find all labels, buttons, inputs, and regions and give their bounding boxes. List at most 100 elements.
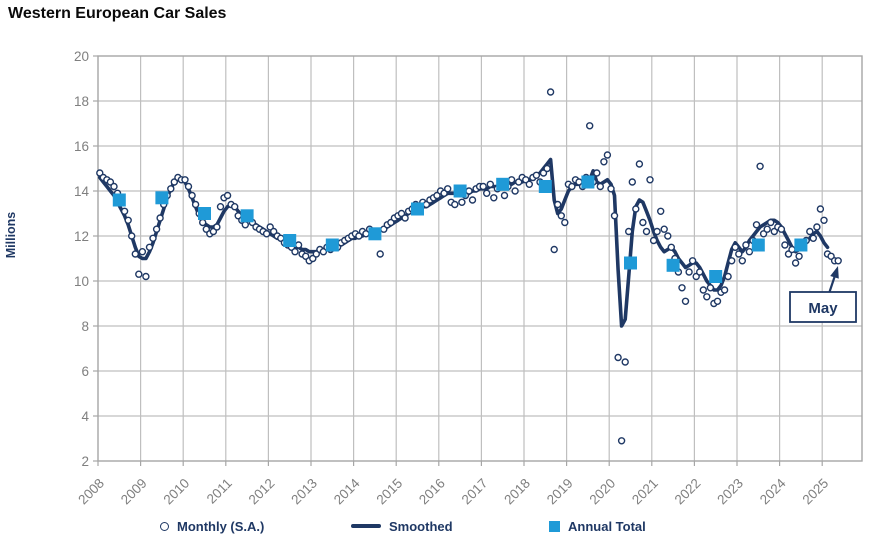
monthly-point [600, 158, 608, 166]
monthly-point [649, 236, 658, 245]
monthly-point [458, 198, 466, 207]
monthly-point [745, 247, 754, 256]
monthly-point [632, 205, 640, 213]
monthly-point [763, 225, 771, 233]
legend-label-monthly: Monthly (S.A.) [177, 518, 265, 534]
monthly-point [791, 259, 800, 267]
monthly-point [241, 221, 250, 229]
annual-total-point [198, 207, 211, 220]
monthly-point [742, 241, 750, 249]
annual-total-point [240, 209, 254, 223]
monthly-point [557, 212, 565, 220]
annual-total-point [709, 270, 723, 283]
monthly-point [110, 182, 118, 191]
monthly-point [181, 176, 189, 184]
monthly-point [667, 243, 675, 252]
x-tick-label: 2009 [118, 476, 150, 508]
monthly-point [788, 245, 796, 254]
x-tick-label: 2020 [586, 476, 618, 508]
legend-item-annual: Annual Total [549, 511, 646, 541]
monthly-point [483, 189, 491, 198]
y-axis-title: Millions [4, 212, 18, 259]
monthly-point [617, 437, 626, 445]
x-axis: 2008 2009 2010 2011 2012 2013 2014 2015 2016 2017… [75, 461, 831, 507]
monthly-point [685, 268, 693, 276]
monthly-point [610, 212, 619, 220]
monthly-point [376, 250, 384, 258]
monthly-point [646, 176, 654, 184]
monthly-point [820, 216, 828, 225]
may-annotation: May [789, 266, 857, 323]
monthly-point [816, 205, 825, 213]
monthly-point [621, 358, 629, 366]
y-tick-label: 2 [81, 454, 89, 469]
may-annotation-box [789, 291, 857, 323]
monthly-point [188, 191, 196, 200]
annual-total-point [496, 177, 510, 191]
x-tick-label: 2008 [75, 476, 107, 508]
x-tick-label: 2015 [373, 476, 405, 508]
monthly-series [96, 88, 842, 445]
monthly-point [262, 230, 271, 238]
monthly-point [156, 214, 164, 222]
monthly-point [444, 185, 452, 193]
monthly-point [756, 162, 764, 171]
annual-total-point [666, 258, 680, 272]
x-tick-label: 2014 [331, 475, 363, 507]
monthly-point [184, 182, 193, 191]
monthly-point [142, 272, 150, 281]
x-tick-label: 2018 [501, 476, 533, 508]
chart-legend: Monthly (S.A.) Smoothed Annual Total [0, 511, 870, 541]
monthly-point [145, 243, 154, 252]
monthly-point [511, 187, 519, 195]
monthly-point [752, 221, 761, 229]
monthly-point [167, 185, 175, 193]
monthly-point [728, 257, 736, 265]
y-tick-label: 8 [81, 319, 89, 334]
monthly-point [124, 216, 132, 225]
monthly-point [777, 225, 786, 233]
monthly-point [568, 182, 576, 191]
x-tick-label: 2012 [246, 476, 278, 508]
legend-label-annual: Annual Total [568, 518, 646, 534]
x-tick-label: 2010 [160, 476, 192, 508]
monthly-point [138, 247, 147, 256]
annual-total-series [112, 175, 808, 283]
monthly-point [639, 218, 647, 227]
monthly-point [681, 297, 690, 305]
monthly-point [699, 286, 707, 294]
monthly-point [120, 207, 129, 216]
x-tick-label: 2023 [714, 476, 746, 508]
monthly-point [550, 245, 558, 254]
monthly-point [706, 284, 715, 292]
square-marker-icon [549, 520, 560, 532]
monthly-point [230, 202, 239, 211]
monthly-point [465, 187, 473, 195]
chart-title: Western European Car Sales [8, 5, 227, 22]
monthly-point [713, 297, 722, 305]
monthly-point [603, 151, 612, 159]
monthly-point [660, 225, 668, 233]
y-tick-label: 16 [74, 139, 89, 154]
annual-total-point [155, 191, 169, 205]
plot-border [97, 55, 863, 462]
monthly-point [809, 234, 817, 243]
y-tick-label: 18 [74, 94, 89, 109]
annual-total-point [581, 175, 595, 189]
monthly-point [561, 218, 569, 227]
monthly-point [642, 227, 651, 236]
y-tick-label: 6 [81, 364, 89, 379]
monthly-point [468, 196, 477, 204]
annual-total-point [112, 193, 126, 207]
monthly-point [678, 284, 686, 292]
y-tick-label: 10 [74, 274, 89, 289]
annual-total-point [283, 234, 297, 247]
monthly-point [688, 257, 697, 265]
annual-total-point [794, 238, 808, 252]
monthly-point [152, 225, 161, 233]
monthly-point [657, 207, 665, 216]
x-tick-label: 2024 [757, 475, 789, 507]
monthly-point [401, 214, 409, 222]
monthly-point [664, 232, 672, 240]
